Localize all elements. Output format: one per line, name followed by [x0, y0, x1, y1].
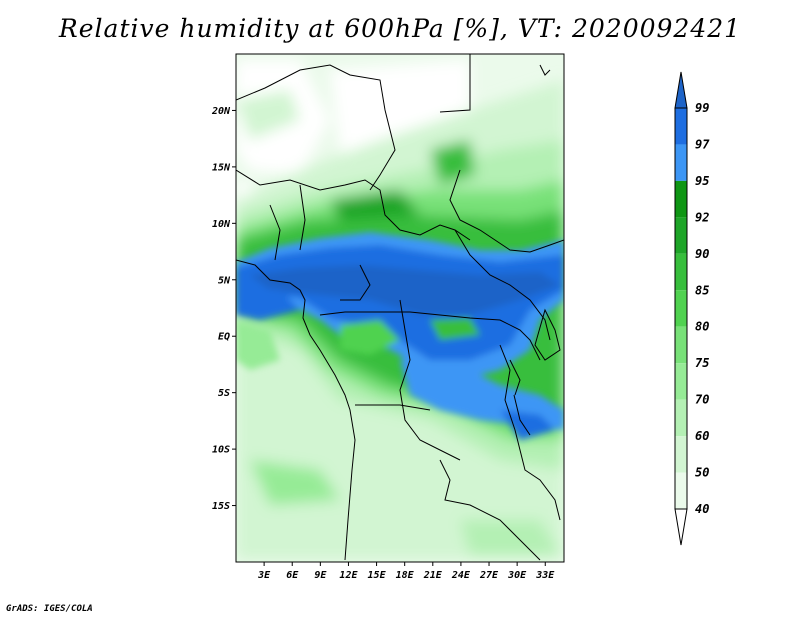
map-frame [235, 53, 565, 563]
grads-credit: GrADS: IGES/COLA [6, 604, 93, 614]
colorbar: 99 97 95 92 90 85 80 75 70 60 50 40 [674, 71, 710, 546]
lat-tick-label: EQ [218, 332, 230, 343]
colorbar-label: 60 [695, 429, 709, 443]
map-title: Relative humidity at 600hPa [%], VT: 202… [58, 14, 742, 43]
lon-tick-label: 6E [286, 570, 299, 581]
colorbar-label: 90 [695, 247, 709, 261]
colorbar-label: 40 [695, 502, 709, 516]
colorbar-segment [675, 253, 687, 291]
colorbar-segment [675, 326, 687, 364]
colorbar-label: 75 [695, 356, 709, 370]
lat-tick-label: 5N [218, 275, 231, 286]
lon-tick-label: 33E [535, 570, 555, 581]
latitude-axis: 20N 15N 10N 5N EQ 5S 10S 15S [211, 106, 236, 512]
lat-tick-label: 15S [212, 501, 230, 512]
colorbar-bottom-arrow [674, 508, 688, 546]
lon-tick-label: 15E [368, 570, 387, 581]
colorbar-segment [675, 363, 687, 400]
lat-tick-label: 15N [212, 162, 231, 173]
lon-tick-label: 27E [479, 570, 499, 581]
colorbar-label: 85 [695, 283, 709, 297]
colorbar-label: 70 [695, 393, 709, 407]
lon-tick-label: 12E [339, 570, 358, 581]
colorbar-segment [675, 436, 687, 473]
lat-tick-label: 10N [212, 219, 231, 230]
colorbar-segment [675, 217, 687, 254]
lon-tick-label: 9E [314, 570, 327, 581]
humidity-field [236, 54, 564, 562]
country-borders [236, 54, 564, 561]
colorbar-label: 99 [695, 101, 709, 115]
lon-tick-label: 21E [423, 570, 443, 581]
lon-tick-label: 24E [451, 570, 471, 581]
colorbar-segment [675, 180, 687, 218]
colorbar-label: 80 [695, 320, 709, 334]
colorbar-label: 97 [695, 137, 710, 151]
colorbar-top-arrow [674, 71, 688, 109]
lon-tick-label: 18E [396, 570, 415, 581]
colorbar-label: 92 [695, 210, 709, 224]
colorbar-segment [675, 108, 687, 145]
lat-tick-label: 10S [212, 445, 230, 456]
longitude-axis: 3E 6E 9E 12E 15E 18E 21E 24E 27E 30E 33E [257, 562, 555, 581]
colorbar-segment [675, 290, 687, 327]
colorbar-segment [675, 472, 687, 509]
colorbar-segment [675, 399, 687, 437]
lon-tick-label: 3E [257, 570, 271, 581]
lat-tick-label: 5S [218, 388, 230, 399]
lat-tick-label: 20N [211, 106, 231, 117]
colorbar-segment [675, 144, 687, 181]
colorbar-label: 50 [695, 466, 709, 480]
lon-tick-label: 30E [507, 570, 527, 581]
colorbar-label: 95 [695, 174, 709, 188]
